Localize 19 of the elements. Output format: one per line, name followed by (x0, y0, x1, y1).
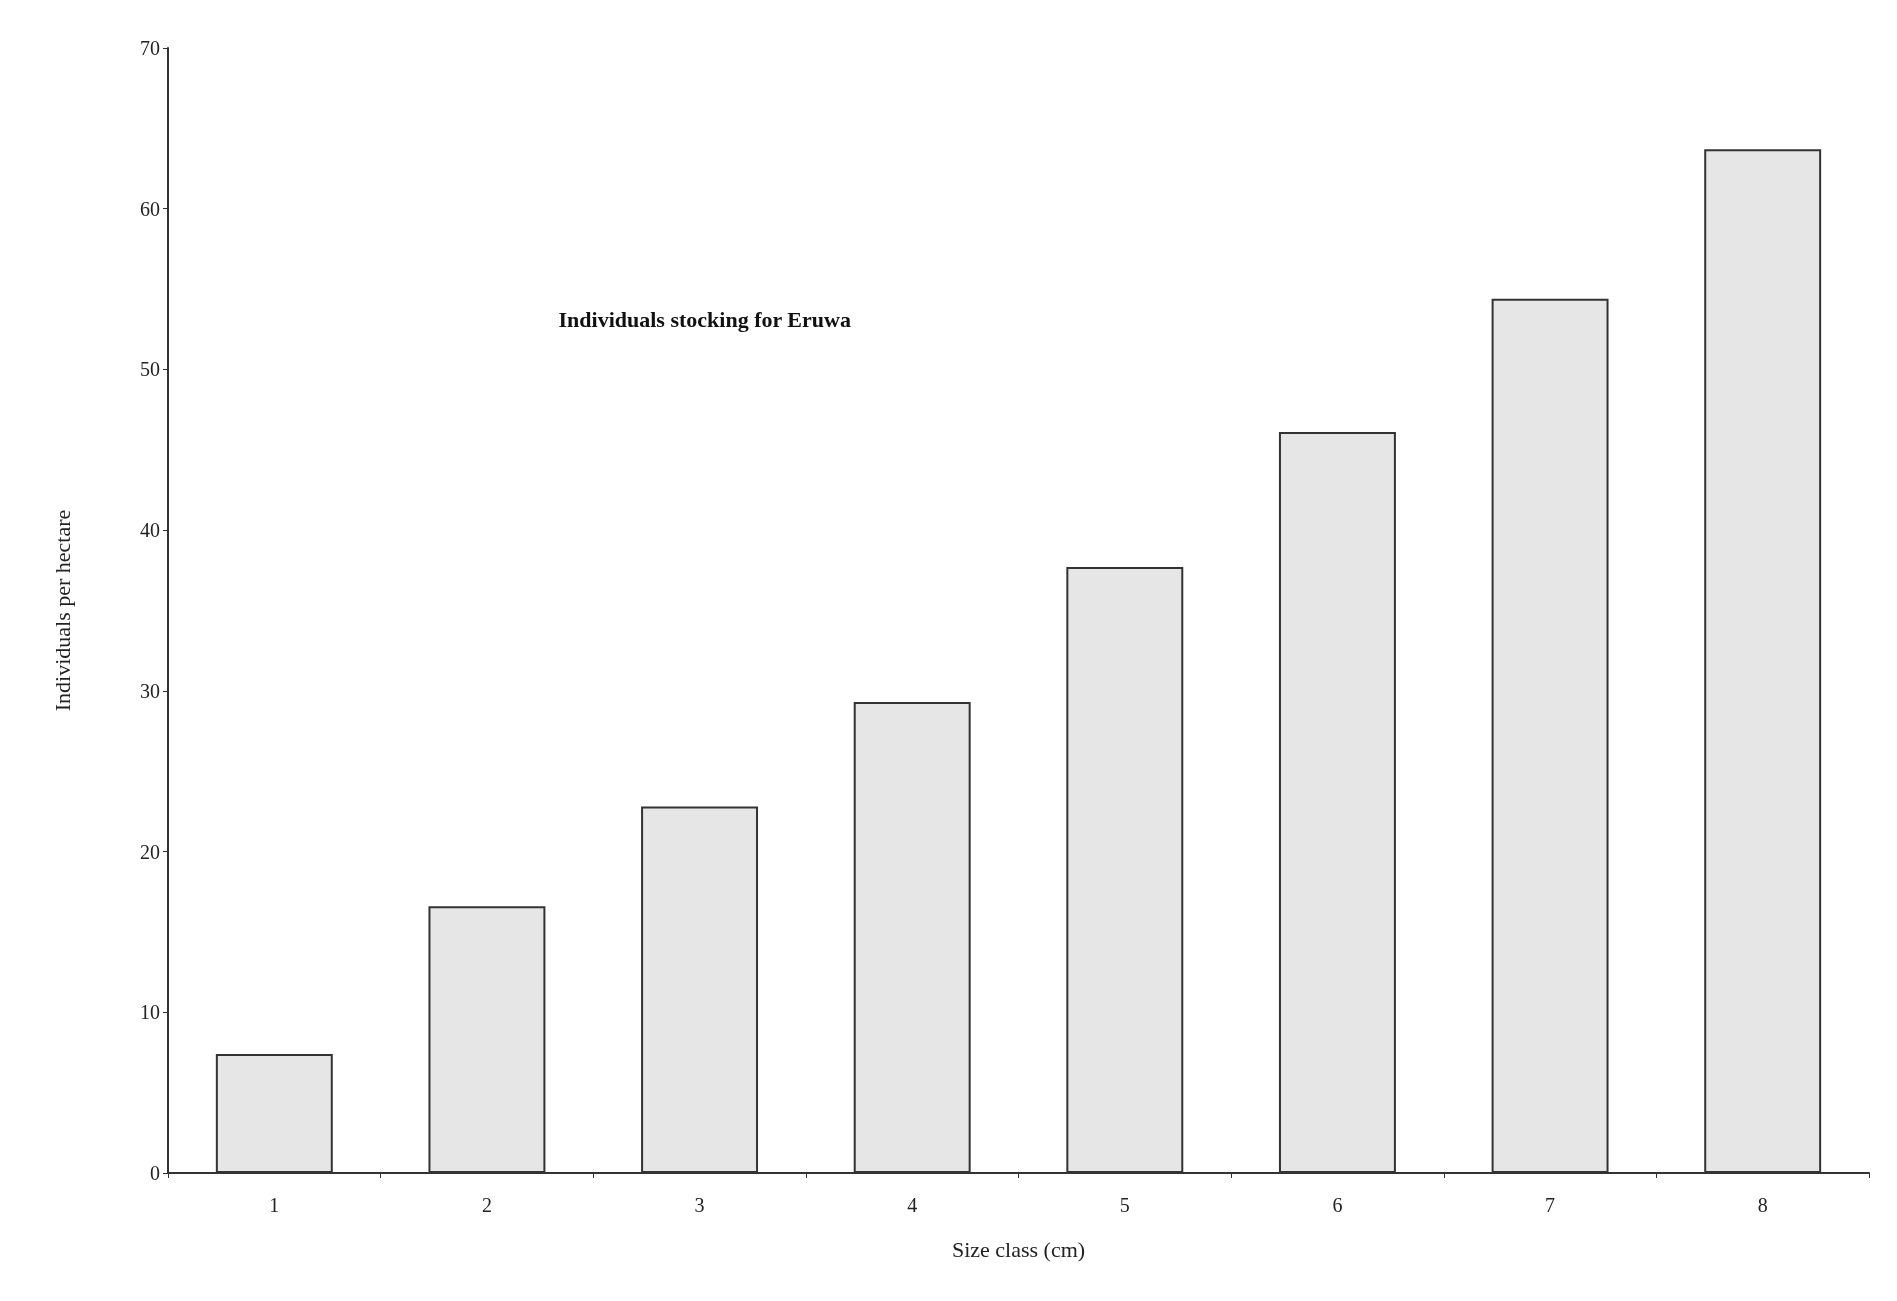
x-tick-label: 7 (1545, 1194, 1556, 1216)
y-tick-label: 0 (150, 1162, 160, 1184)
y-tick-label: 40 (140, 519, 160, 542)
x-tick-label: 1 (269, 1194, 280, 1216)
y-tick-label: 70 (140, 37, 160, 59)
x-tick-label: 3 (694, 1194, 705, 1216)
text: Individuals stocking for Eruwa (558, 307, 851, 333)
y-axis-title: Individuals per hectare (49, 509, 75, 712)
y-tick-label: 50 (140, 358, 160, 381)
x-tick-label: 8 (1757, 1194, 1768, 1216)
y-tick-label: 30 (140, 679, 160, 702)
y-tick-label: 20 (140, 840, 160, 863)
x-tick-label: 2 (481, 1194, 492, 1216)
y-tick-label: 10 (140, 1001, 160, 1024)
y-tick-label: 60 (140, 197, 160, 220)
x-tick-label: 5 (1119, 1194, 1130, 1216)
x-tick-label: 4 (907, 1194, 918, 1216)
x-tick-label: 6 (1332, 1194, 1343, 1216)
x-axis-title: Size class (cm) (951, 1236, 1086, 1262)
